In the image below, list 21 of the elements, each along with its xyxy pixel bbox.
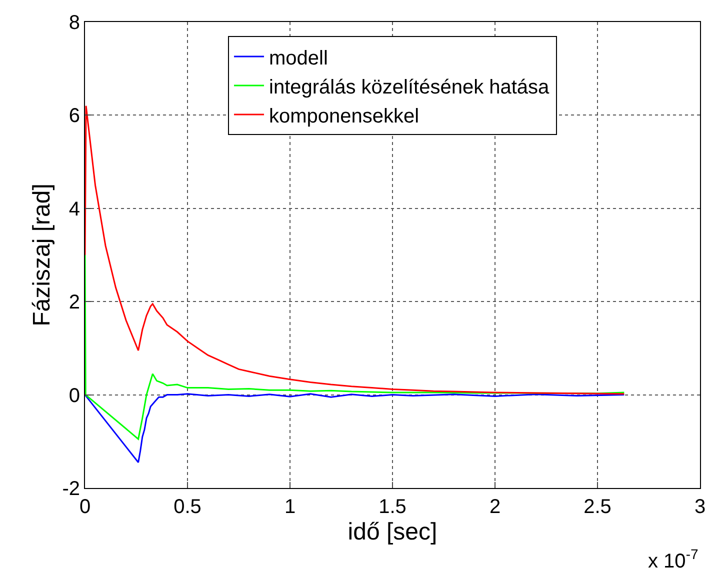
line-series: [85, 254, 625, 440]
line-series: [85, 393, 625, 464]
x-tick-label: 1.5: [378, 496, 406, 518]
y-tick-label: -2: [62, 478, 80, 500]
x-tick-label: 1: [284, 496, 296, 518]
x-tick-label: 3: [694, 496, 706, 518]
line-series: [85, 105, 625, 395]
y-tick-label: 4: [68, 198, 80, 220]
y-tick-label: 0: [68, 384, 80, 407]
legend-label: integrálás közelítésének hatása: [269, 76, 550, 98]
x-tick-label: 0.5: [174, 496, 202, 518]
text: x 10$^{-7}$: [648, 546, 698, 572]
y-tick-label: 2: [68, 292, 80, 314]
x-tick-label: 2.5: [584, 496, 612, 518]
y-tick-label: 8: [68, 12, 80, 34]
legend-label: modell: [269, 47, 328, 70]
x-axis-title: idő [sec]: [348, 518, 438, 546]
y-axis-title: Fáziszaj [rad]: [28, 184, 56, 326]
y-tick-label: 6: [68, 105, 80, 128]
legend-label: komponensekkel: [269, 105, 420, 128]
x-tick-label: 2: [489, 496, 501, 518]
